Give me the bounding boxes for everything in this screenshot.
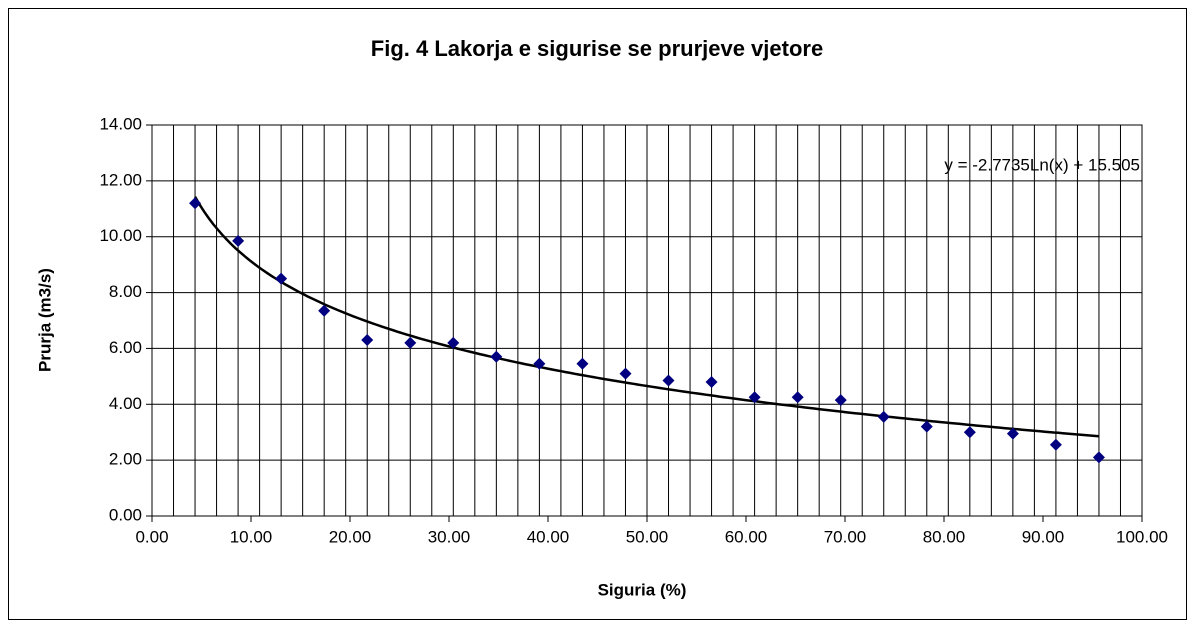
data-point [834, 394, 847, 407]
data-point [619, 367, 632, 380]
y-tick-label: 4.00 [109, 394, 142, 413]
y-axis-label: Prurja (m3/s) [35, 268, 54, 372]
y-tick-label: 0.00 [109, 505, 142, 524]
y-tick-label: 6.00 [109, 338, 142, 357]
data-point [662, 374, 675, 387]
data-point [705, 375, 718, 388]
x-tick-label: 70.00 [824, 527, 867, 546]
data-point [1049, 438, 1062, 451]
y-tick-label: 10.00 [99, 226, 142, 245]
x-tick-label: 10.00 [230, 527, 273, 546]
data-point [318, 304, 331, 317]
y-tick-label: 8.00 [109, 282, 142, 301]
x-tick-label: 50.00 [626, 527, 669, 546]
trendline [194, 196, 1099, 438]
data-point [490, 350, 503, 363]
x-tick-label: 80.00 [923, 527, 966, 546]
x-tick-label: 0.00 [135, 527, 168, 546]
data-point [1092, 451, 1105, 464]
x-axis-label: Siguria (%) [598, 580, 687, 599]
data-point [404, 336, 417, 349]
y-tick-label: 2.00 [109, 450, 142, 469]
data-point [877, 410, 890, 423]
x-tick-label: 60.00 [725, 527, 768, 546]
x-tick-label: 100.00 [1116, 527, 1168, 546]
x-tick-label: 90.00 [1022, 527, 1065, 546]
data-point [361, 334, 374, 347]
x-tick-label: 40.00 [527, 527, 570, 546]
trendline-equation: y = -2.7735Ln(x) + 15.505 [944, 155, 1140, 174]
data-point [920, 420, 933, 433]
data-point [447, 336, 460, 349]
data-point [791, 391, 804, 404]
data-point [576, 357, 589, 370]
data-point [533, 357, 546, 370]
y-tick-label: 12.00 [99, 170, 142, 189]
data-point [189, 197, 202, 210]
y-tick-label: 14.00 [99, 114, 142, 133]
data-point [963, 426, 976, 439]
x-tick-label: 20.00 [329, 527, 372, 546]
data-point [748, 391, 761, 404]
data-point [275, 272, 288, 285]
data-point [232, 234, 245, 247]
data-point [1006, 427, 1019, 440]
chart-title: Fig. 4 Lakorja e sigurise se prurjeve vj… [371, 36, 823, 61]
x-tick-label: 30.00 [428, 527, 471, 546]
